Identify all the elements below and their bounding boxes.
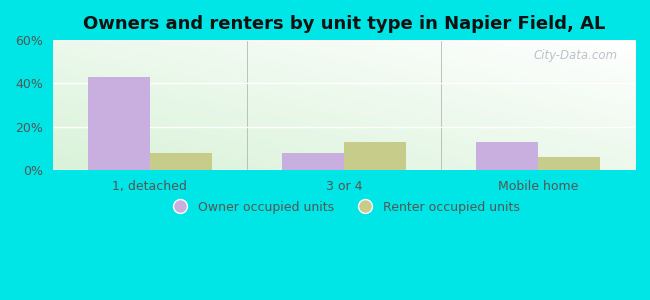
Legend: Owner occupied units, Renter occupied units: Owner occupied units, Renter occupied un… xyxy=(163,196,525,219)
Bar xyxy=(281,153,344,170)
Bar xyxy=(476,142,538,170)
Bar xyxy=(538,157,600,170)
Text: City-Data.com: City-Data.com xyxy=(534,49,618,62)
Bar xyxy=(150,153,212,170)
Bar xyxy=(344,142,406,170)
Title: Owners and renters by unit type in Napier Field, AL: Owners and renters by unit type in Napie… xyxy=(83,15,605,33)
Bar xyxy=(88,77,150,170)
